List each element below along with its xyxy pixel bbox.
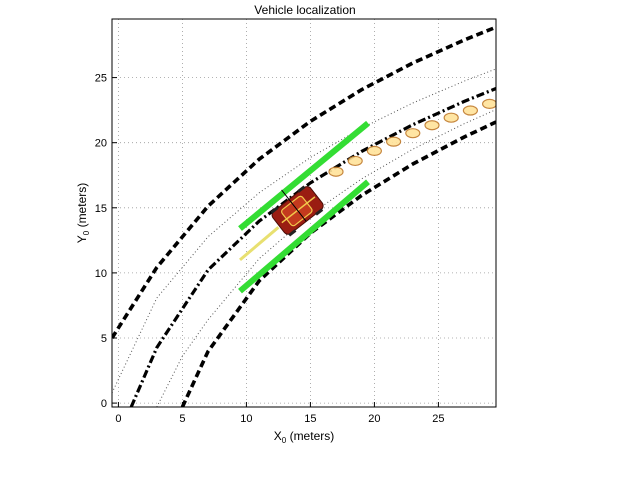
- localization-markers: [328, 98, 496, 177]
- lane-line-1: [112, 25, 496, 339]
- y-tick-label: 0: [101, 398, 107, 410]
- localization-marker: [328, 166, 344, 177]
- lane-line-5: [180, 120, 496, 407]
- plot-frame: [111, 18, 497, 408]
- localization-marker: [386, 136, 402, 147]
- x-tick-label: 20: [368, 413, 380, 425]
- x-axis-ticks: 0 5 10 15 20 25: [115, 402, 445, 425]
- y-axis-ticks: 0 5 10 15 20 25: [95, 73, 117, 410]
- x-tick-label: 0: [115, 413, 121, 425]
- x-tick-label: 15: [304, 413, 316, 425]
- lane-line-2: [112, 68, 496, 394]
- y-tick-label: 25: [95, 73, 107, 85]
- y-tick-label: 5: [101, 333, 107, 345]
- lane-line-3: [129, 87, 496, 407]
- y-tick-label: 10: [95, 268, 107, 280]
- localization-marker: [443, 112, 459, 123]
- detection-segment: [238, 120, 370, 231]
- vehicle-icon: [270, 185, 324, 237]
- y-axis-title: Y0 (meters): [75, 183, 91, 243]
- x-tick-label: 5: [179, 413, 185, 425]
- x-tick-label: 25: [432, 413, 444, 425]
- y-tick-label: 20: [95, 138, 107, 150]
- x-axis-title: X0 (meters): [274, 429, 334, 445]
- y-tick-label: 15: [95, 203, 107, 215]
- localization-marker: [347, 155, 363, 167]
- localization-marker: [482, 98, 496, 109]
- localization-marker: [424, 120, 440, 131]
- vehicle-body: [270, 185, 324, 237]
- trail-line: [239, 226, 280, 262]
- localization-marker: [366, 145, 382, 156]
- localization-marker: [405, 128, 421, 139]
- chart-title: Vehicle localization: [254, 3, 355, 17]
- lane-detections: [238, 120, 370, 294]
- vehicle-trail: [239, 226, 280, 262]
- x-tick-label: 10: [240, 413, 252, 425]
- localization-marker: [462, 105, 478, 116]
- detection-segment: [238, 179, 370, 294]
